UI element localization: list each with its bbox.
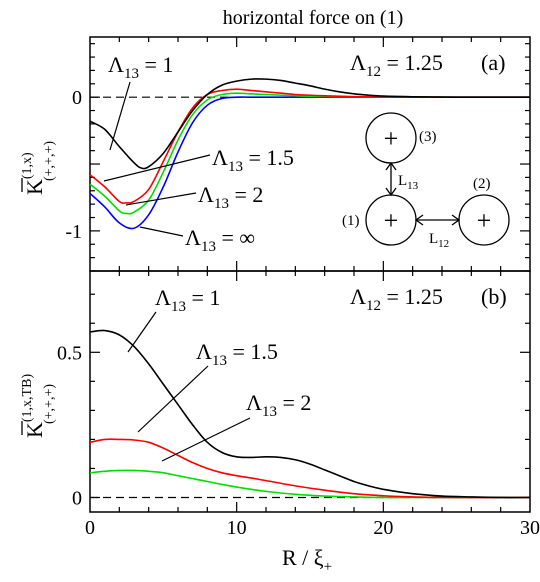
series-line-b-0 xyxy=(89,329,531,499)
inset-diagram: + (3) + (1) + (2) L13 L12 xyxy=(342,112,510,250)
inset-arrowhead-l12-right xyxy=(451,214,461,226)
legend-a-lambda13-inf: Λ13 = ∞ xyxy=(185,225,255,255)
leader-a-inf xyxy=(139,226,184,237)
panel-b: 0 0.5 0 10 20 30 Λ12 = 1.25 (b) Λ13 = 1 Λ13 =… xyxy=(20,270,540,539)
legend-a-lambda13-1: Λ13 = 1 xyxy=(108,52,173,82)
inset-label-3: (3) xyxy=(419,129,437,145)
x-tick-label: 10 xyxy=(227,517,247,539)
panel-a-ylabel: K(1,x) (+,+,+) xyxy=(20,141,57,195)
x-tick-label: 0 xyxy=(85,517,95,539)
y-tick-label: -1 xyxy=(65,221,82,243)
figure-title: horizontal force on (1) xyxy=(223,7,403,29)
series-line-a-1 xyxy=(89,88,531,204)
panel-a: 0 -1 Λ12 = 1.25 (a) Λ13 = 1 Λ13 = 1.5 Λ13… xyxy=(20,36,531,272)
inset-label-2: (2) xyxy=(473,176,491,192)
inset-arrowhead-l13-bottom xyxy=(385,187,397,197)
svg-text:(+,+,+): (+,+,+) xyxy=(42,141,57,181)
inset-l13-label: L13 xyxy=(398,173,419,192)
inset-circle-2-sign: + xyxy=(477,206,492,235)
panel-b-label: (b) xyxy=(481,284,507,309)
inset-arrowhead-l12-left xyxy=(414,214,424,226)
x-tick-label: 20 xyxy=(373,517,393,539)
panel-b-ticks: 0 0.5 0 10 20 30 xyxy=(57,271,540,539)
svg-text:(+,+,+): (+,+,+) xyxy=(42,384,57,424)
legend-a-lambda13-1p5: Λ13 = 1.5 xyxy=(212,145,294,175)
leader-b-2 xyxy=(161,417,251,462)
legend-b-lambda13-2: Λ13 = 2 xyxy=(246,390,311,420)
inset-label-1: (1) xyxy=(342,213,360,229)
y-tick-label: 0 xyxy=(72,87,82,109)
x-tick-label: 30 xyxy=(520,517,540,539)
y-tick-label: 0 xyxy=(72,487,82,509)
series-line-a-2 xyxy=(89,92,530,215)
leader-a-2 xyxy=(125,192,197,206)
panel-a-annotation: Λ12 = 1.25 xyxy=(350,50,443,80)
inset-l12-label: L12 xyxy=(429,231,449,250)
panel-a-ticks: 0 -1 xyxy=(65,37,530,272)
inset-circle-3-sign: + xyxy=(384,124,399,153)
panel-b-frame xyxy=(89,270,531,513)
legend-a-lambda13-2: Λ13 = 2 xyxy=(198,182,263,212)
x-axis-label: R / ξ+ xyxy=(282,545,332,575)
y-tick-label: 0.5 xyxy=(57,342,82,364)
series-line-b-2 xyxy=(89,469,530,499)
leader-a-1p5 xyxy=(103,154,211,182)
panel-b-annotation: Λ12 = 1.25 xyxy=(350,284,443,314)
inset-circle-1-sign: + xyxy=(384,206,399,235)
svg-text:K(1,x): K(1,x) xyxy=(20,152,47,195)
panel-a-label: (a) xyxy=(481,50,505,75)
legend-b-lambda13-1: Λ13 = 1 xyxy=(155,285,220,315)
leader-a-1 xyxy=(109,81,131,151)
series-line-b-1 xyxy=(89,438,531,499)
legend-b-lambda13-1p5: Λ13 = 1.5 xyxy=(196,339,278,369)
leader-b-1 xyxy=(127,311,157,353)
leader-b-1p5 xyxy=(137,365,209,433)
series-line-a-0 xyxy=(89,78,531,170)
svg-text:K(1,x,TB): K(1,x,TB) xyxy=(20,374,47,438)
panel-b-series xyxy=(89,329,531,499)
panel-b-ylabel: K(1,x,TB) (+,+,+) xyxy=(20,374,57,438)
inset-arrowhead-l13-top xyxy=(385,161,397,171)
panel-a-series xyxy=(89,78,531,230)
